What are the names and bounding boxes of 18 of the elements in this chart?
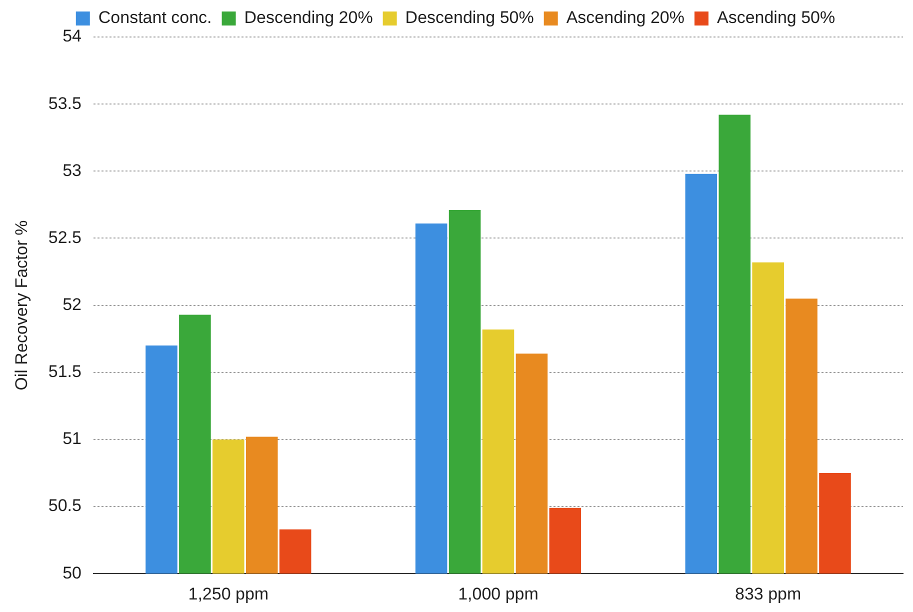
legend-label: Ascending 50% [716, 8, 836, 28]
x-tick-label: 1,000 ppm [458, 584, 538, 604]
y-tick-label: 50 [62, 563, 82, 582]
y-tick-label: 54 [62, 26, 82, 46]
y-tick-label: 53 [62, 160, 82, 180]
y-tick-label: 50.5 [48, 496, 82, 516]
x-tick-label: 1,250 ppm [188, 584, 269, 604]
legend-label: Descending 20% [244, 8, 373, 28]
legend-label: Descending 50% [405, 8, 534, 28]
y-tick-label: 51 [62, 429, 82, 448]
x-tick-label: 833 ppm [734, 584, 802, 604]
legend-label: Ascending 20% [566, 8, 684, 28]
y-tick-label: 53.5 [48, 94, 82, 113]
y-tick-label: 51.5 [48, 362, 82, 382]
legend-label: Constant conc. [98, 8, 212, 28]
y-tick-label: 52.5 [48, 228, 82, 247]
y-axis-title: Oil Recovery Factor % [12, 220, 31, 390]
y-tick-label: 52 [62, 294, 82, 314]
